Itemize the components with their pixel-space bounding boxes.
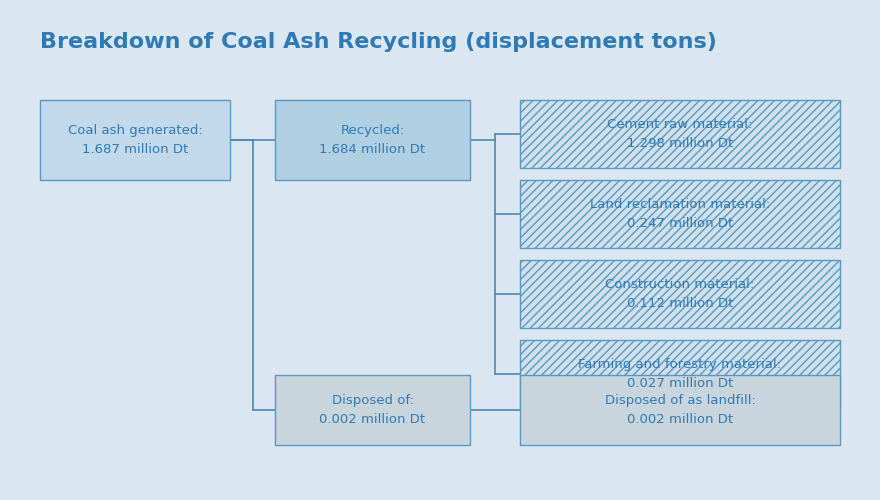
Text: Coal ash generated:
1.687 million Dt: Coal ash generated: 1.687 million Dt	[68, 124, 202, 156]
FancyBboxPatch shape	[520, 180, 840, 248]
Text: Disposed of:
0.002 million Dt: Disposed of: 0.002 million Dt	[319, 394, 426, 426]
FancyBboxPatch shape	[520, 375, 840, 445]
Text: Disposed of as landfill:
0.002 million Dt: Disposed of as landfill: 0.002 million D…	[605, 394, 755, 426]
Text: Construction material:
0.112 million Dt: Construction material: 0.112 million Dt	[605, 278, 755, 310]
FancyBboxPatch shape	[275, 375, 470, 445]
FancyBboxPatch shape	[275, 100, 470, 180]
Text: Recycled:
1.684 million Dt: Recycled: 1.684 million Dt	[319, 124, 426, 156]
FancyBboxPatch shape	[520, 260, 840, 328]
FancyBboxPatch shape	[520, 100, 840, 168]
FancyBboxPatch shape	[520, 340, 840, 408]
FancyBboxPatch shape	[40, 100, 230, 180]
Text: Farming and forestry material:
0.027 million Dt: Farming and forestry material: 0.027 mil…	[578, 358, 781, 390]
Text: Land reclamation material:
0.247 million Dt: Land reclamation material: 0.247 million…	[590, 198, 770, 230]
Text: Breakdown of Coal Ash Recycling (displacement tons): Breakdown of Coal Ash Recycling (displac…	[40, 32, 717, 52]
Text: Cement raw material:
1.298 million Dt: Cement raw material: 1.298 million Dt	[607, 118, 752, 150]
